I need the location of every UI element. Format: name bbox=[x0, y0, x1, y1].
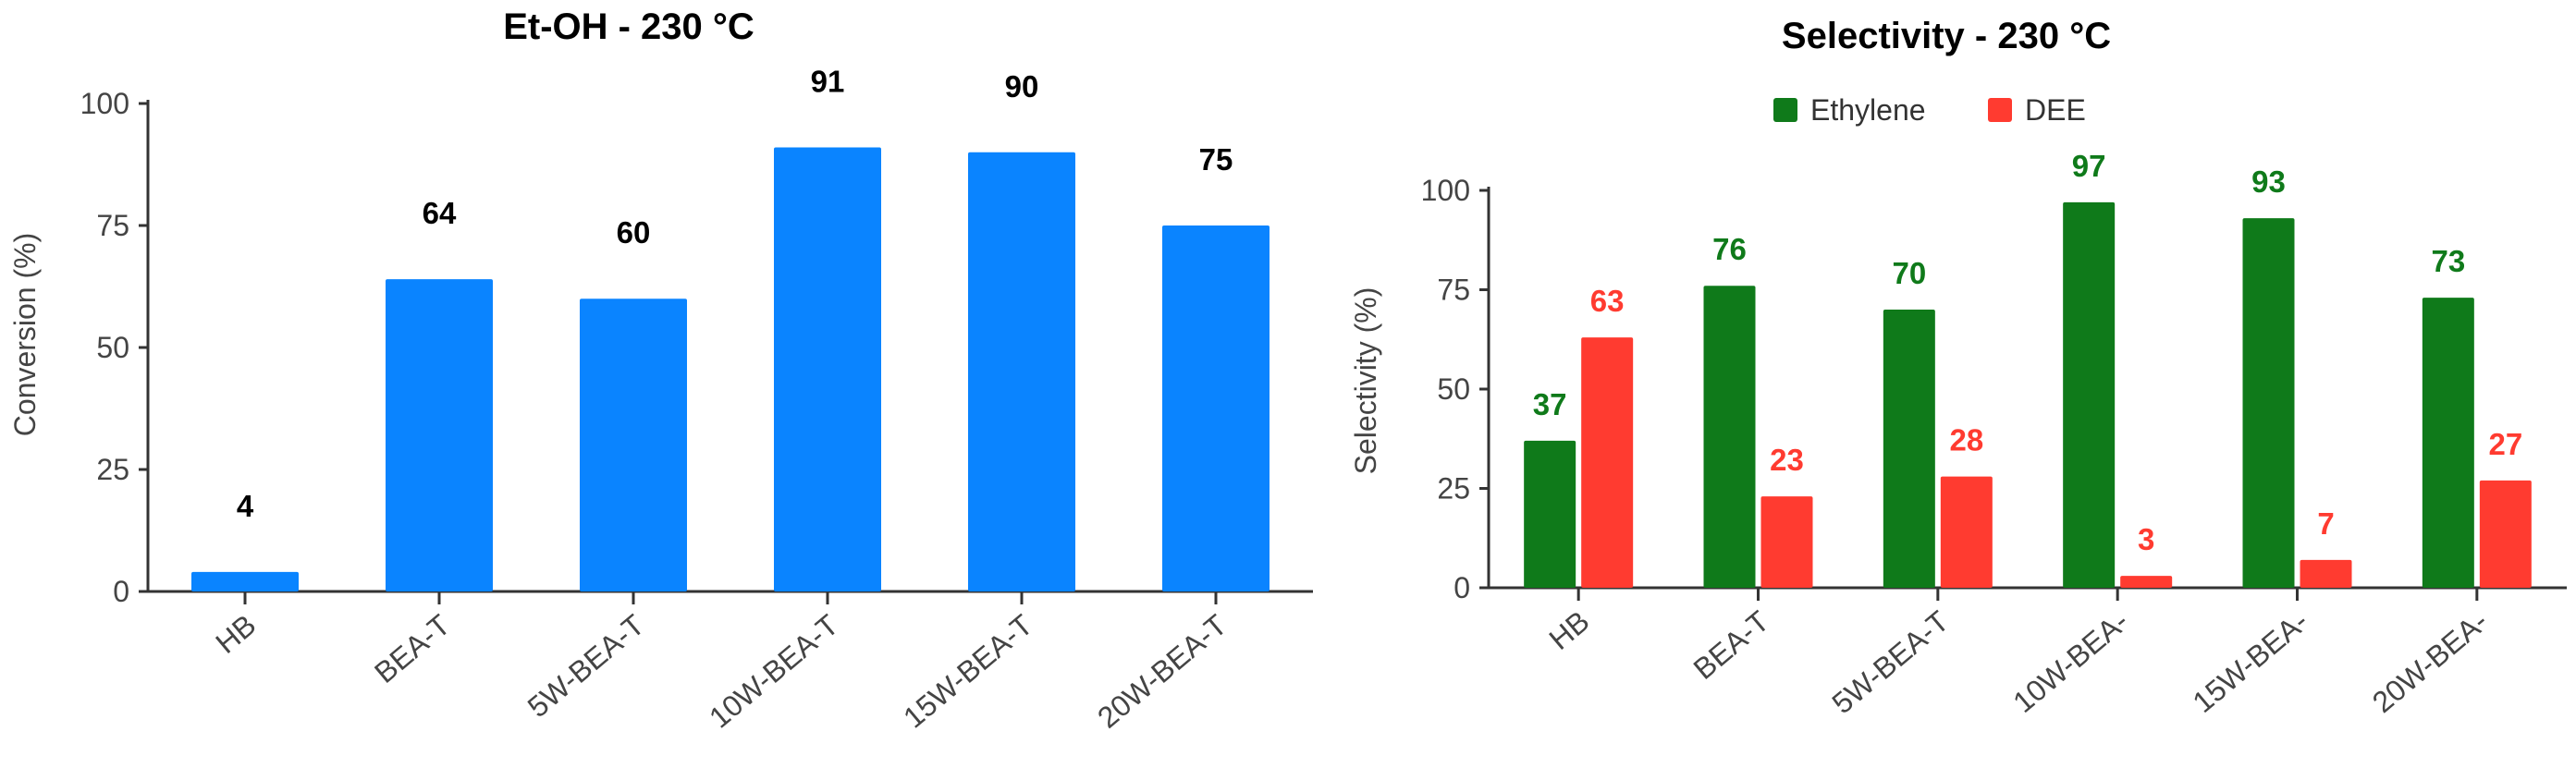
data-label: 7 bbox=[2317, 506, 2334, 541]
legend: Ethylene DEE bbox=[1773, 93, 2086, 127]
bar bbox=[1162, 225, 1270, 591]
bar bbox=[1703, 286, 1756, 588]
bar bbox=[2120, 576, 2173, 588]
conversion-chart: Et-OH - 230 °C Conversion (%) 4 64 60 91 90 7… bbox=[8, 6, 1313, 735]
x-tick-label: 20W-BEA-T bbox=[1091, 608, 1233, 735]
data-labels: 4 64 60 91 90 75 bbox=[237, 65, 1233, 523]
data-label: 4 bbox=[237, 489, 254, 523]
x-tick-label: HB bbox=[209, 608, 262, 660]
data-label: 60 bbox=[617, 215, 651, 250]
data-label: 97 bbox=[2072, 149, 2106, 183]
legend-swatch-ethylene bbox=[1773, 98, 1797, 122]
y-tick-label: 75 bbox=[96, 209, 129, 242]
x-tick-label: HB bbox=[1542, 604, 1595, 656]
x-tick-label: 10W-BEA-T bbox=[703, 608, 844, 735]
bar bbox=[2063, 201, 2116, 588]
data-label: 93 bbox=[2251, 165, 2286, 199]
y-tick-label: 25 bbox=[1437, 472, 1470, 506]
bar bbox=[580, 299, 687, 591]
y-tick-label: 0 bbox=[113, 575, 129, 608]
bar bbox=[1581, 337, 1634, 588]
bar bbox=[968, 152, 1075, 592]
data-label: 75 bbox=[1199, 142, 1233, 177]
legend-swatch-dee bbox=[1988, 98, 2012, 122]
y-tick-label: 50 bbox=[1437, 372, 1470, 406]
bar bbox=[1940, 476, 1993, 588]
bar bbox=[2300, 559, 2352, 588]
y-tick-label: 0 bbox=[1454, 571, 1470, 604]
x-tick-label: BEA-T bbox=[368, 608, 456, 689]
bar bbox=[774, 147, 881, 591]
bars bbox=[1524, 201, 2532, 588]
x-tick-labels: HB BEA-T 5W-BEA-T 10W-BEA- 15W-BEA- 20W-BEA- bbox=[1542, 604, 2494, 720]
x-tick-label: 15W-BEA- bbox=[2187, 604, 2314, 719]
y-tick-label: 100 bbox=[1421, 174, 1470, 207]
data-label: 73 bbox=[2431, 244, 2465, 278]
y-tick-labels: 0 25 50 75 100 bbox=[80, 87, 129, 608]
x-tick-label: 5W-BEA-T bbox=[1826, 604, 1956, 720]
y-axis-label: Selectivity (%) bbox=[1349, 287, 1382, 475]
y-tick-label: 100 bbox=[80, 87, 129, 120]
x-tick-label: 5W-BEA-T bbox=[521, 608, 651, 724]
data-label: 27 bbox=[2488, 427, 2522, 461]
data-label: 3 bbox=[2138, 522, 2154, 556]
bar bbox=[1883, 310, 1935, 588]
data-label: 64 bbox=[423, 196, 457, 230]
y-axis-label: Conversion (%) bbox=[8, 233, 42, 437]
x-tick-labels: HB BEA-T 5W-BEA-T 10W-BEA-T 15W-BEA-T 20W-BEA… bbox=[209, 608, 1233, 735]
axes bbox=[139, 100, 1313, 604]
bar bbox=[2422, 298, 2474, 588]
data-label: 76 bbox=[1712, 232, 1747, 266]
chart-title: Et-OH - 230 °C bbox=[503, 6, 754, 47]
x-tick-label: 20W-BEA- bbox=[2366, 604, 2494, 719]
bar bbox=[1760, 496, 1813, 588]
bar bbox=[2479, 480, 2532, 588]
y-tick-labels: 0 25 50 75 100 bbox=[1421, 174, 1470, 604]
chart-title: Selectivity - 230 °C bbox=[1782, 16, 2111, 56]
bar bbox=[191, 571, 299, 591]
data-label: 70 bbox=[1892, 256, 1926, 290]
selectivity-chart: Selectivity - 230 °C Selectivity (%) Eth… bbox=[1349, 16, 2567, 720]
x-tick-label: 15W-BEA-T bbox=[897, 608, 1038, 735]
bars bbox=[191, 147, 1270, 592]
y-tick-label: 75 bbox=[1437, 274, 1470, 307]
data-label: 90 bbox=[1005, 69, 1039, 104]
legend-label-dee: DEE bbox=[2025, 93, 2086, 127]
data-labels: 37 63 76 23 70 28 97 3 93 7 73 27 bbox=[1533, 149, 2522, 556]
bar bbox=[2242, 218, 2295, 588]
bar bbox=[386, 279, 493, 591]
x-tick-label: BEA-T bbox=[1687, 604, 1775, 686]
data-label: 63 bbox=[1590, 284, 1625, 318]
data-label: 37 bbox=[1533, 387, 1567, 421]
data-label: 91 bbox=[811, 65, 845, 99]
data-label: 23 bbox=[1770, 443, 1804, 477]
axes bbox=[1479, 187, 2567, 601]
y-tick-label: 50 bbox=[96, 331, 129, 364]
y-tick-label: 25 bbox=[96, 453, 129, 486]
x-tick-label: 10W-BEA- bbox=[2006, 604, 2134, 719]
legend-label-ethylene: Ethylene bbox=[1810, 93, 1926, 127]
bar bbox=[1524, 440, 1576, 588]
data-label: 28 bbox=[1949, 423, 1983, 457]
